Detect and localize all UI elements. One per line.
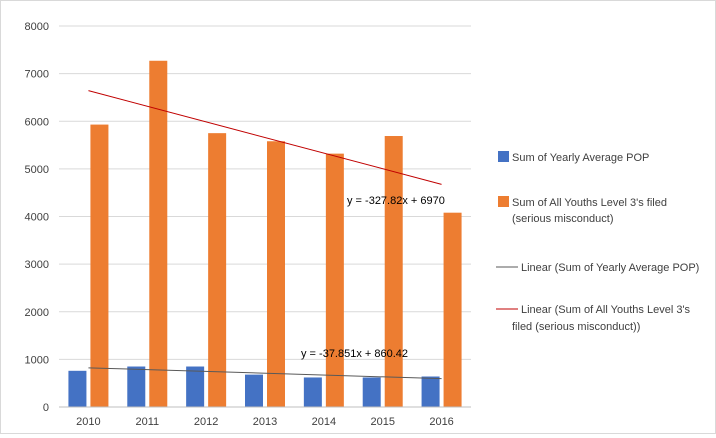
- bar-series2-2011: [149, 60, 168, 408]
- bar-series1-2013: [245, 374, 263, 407]
- x-tick-label: 2013: [253, 416, 277, 428]
- trendline-1: [88, 367, 442, 380]
- bar-series1-2016: [421, 376, 440, 407]
- legend-label-series2: Sum of All Youths Level 3's filed: [512, 197, 667, 209]
- bar-series2-2012: [208, 133, 227, 407]
- bar-series2-2016: [443, 212, 462, 407]
- legend-swatch-series1: [498, 151, 509, 162]
- y-tick-label: 1000: [25, 354, 49, 366]
- legend-label-trendline1: Linear (Sum of Yearly Average POP): [521, 262, 699, 274]
- legend-label-trendline2: Linear (Sum of All Youths Level 3's: [521, 304, 691, 316]
- bar-series1-2015: [362, 377, 381, 407]
- y-tick-label: 5000: [25, 164, 49, 176]
- bar-series1-2011: [127, 366, 146, 407]
- trendline-equation-level3: y = -327.82x + 6970: [347, 195, 445, 207]
- y-tick-label: 7000: [25, 69, 49, 81]
- bar-series1-2014: [303, 377, 322, 407]
- trendline-2: [88, 90, 442, 185]
- bar-series2-2015: [384, 136, 403, 408]
- bar-series2-2014: [325, 153, 344, 407]
- legend-label-trendline2: filed (serious misconduct)): [512, 321, 640, 333]
- x-tick-label: 2010: [76, 416, 100, 428]
- x-tick-label: 2012: [194, 416, 218, 428]
- bar-series1-2012: [186, 366, 205, 407]
- legend-swatch-series2: [498, 196, 509, 207]
- x-tick-label: 2015: [370, 416, 394, 428]
- trendline-equation-pop: y = -37.851x + 860.42: [301, 348, 408, 360]
- y-tick-label: 0: [43, 402, 49, 414]
- y-tick-label: 2000: [25, 307, 49, 319]
- x-tick-label: 2011: [135, 416, 159, 428]
- y-tick-label: 6000: [25, 116, 49, 128]
- y-tick-label: 8000: [25, 21, 49, 33]
- bar-series2-2010: [90, 124, 109, 408]
- legend-label-series1: Sum of Yearly Average POP: [512, 152, 649, 164]
- bar-series2-2013: [267, 141, 285, 407]
- bar-series1-2010: [68, 370, 87, 407]
- y-tick-label: 4000: [25, 212, 49, 224]
- x-tick-label: 2016: [429, 416, 453, 428]
- legend-label-series2: (serious misconduct): [512, 213, 613, 225]
- x-tick-label: 2014: [312, 416, 336, 428]
- y-tick-label: 3000: [25, 259, 49, 271]
